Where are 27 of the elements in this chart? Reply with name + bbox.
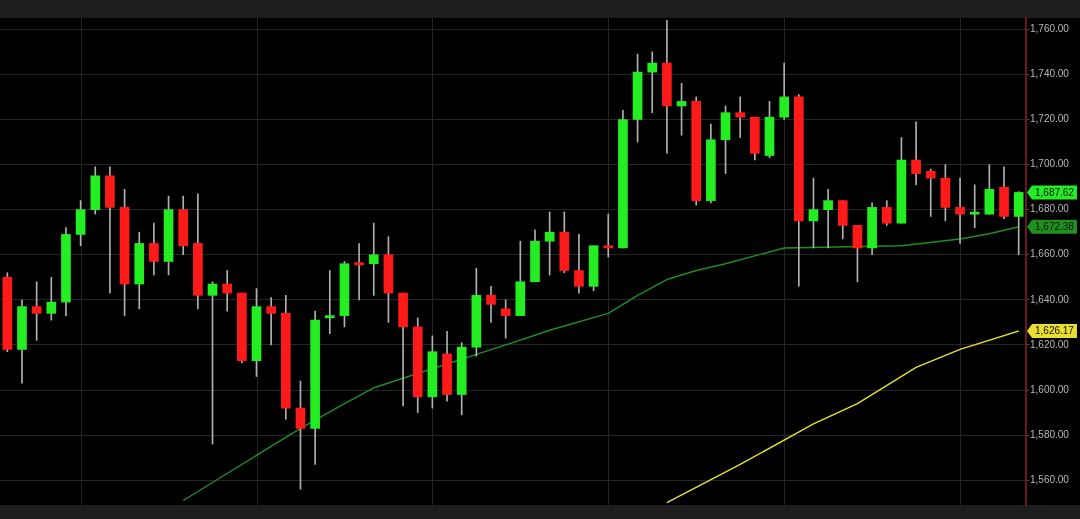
candlestick <box>266 297 276 346</box>
y-tick-label: 1,620.00 <box>1030 338 1070 350</box>
y-tick-label: 1,640.00 <box>1030 293 1070 305</box>
y-tick-label: 1,740.00 <box>1030 68 1070 80</box>
candlestick <box>603 213 614 258</box>
candlestick <box>911 121 921 186</box>
y-tick-label: 1,580.00 <box>1030 428 1070 440</box>
candlestick <box>735 96 746 138</box>
y-tick-label: 1,680.00 <box>1030 203 1070 215</box>
candlestick <box>925 168 936 217</box>
y-tick-label: 1,600.00 <box>1030 383 1070 395</box>
candlestick <box>354 243 364 301</box>
candlestick <box>823 189 833 249</box>
candlestick <box>955 177 965 244</box>
y-tick-label: 1,760.00 <box>1030 23 1070 35</box>
candlestick <box>647 51 658 114</box>
y-tick-label: 1,700.00 <box>1030 158 1070 170</box>
candlestick <box>368 222 379 296</box>
y-tick-label: 1,660.00 <box>1030 248 1070 260</box>
y-tick-label: 1,720.00 <box>1030 113 1070 125</box>
data-label: 1,672.38 <box>1035 221 1075 233</box>
candlestick <box>500 299 511 339</box>
candlestick <box>222 270 233 312</box>
candlestick <box>324 270 335 334</box>
y-tick-label: 1,560.00 <box>1030 473 1070 485</box>
data-label: 1,626.17 <box>1035 325 1075 337</box>
text: 1,687.62 <box>1035 186 1075 198</box>
